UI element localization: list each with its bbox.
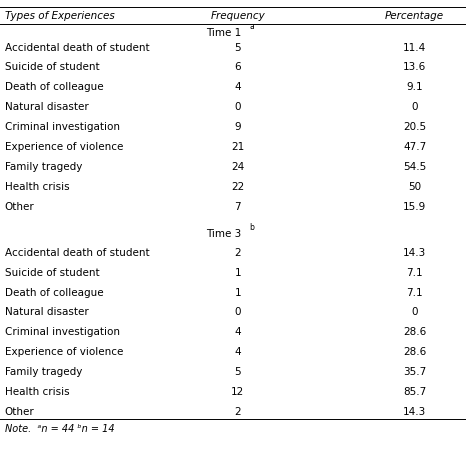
Text: 7.1: 7.1 xyxy=(406,288,423,298)
Text: Death of colleague: Death of colleague xyxy=(5,82,103,92)
Text: Criminal investigation: Criminal investigation xyxy=(5,328,120,337)
Text: 2: 2 xyxy=(234,248,241,258)
Text: Percentage: Percentage xyxy=(385,11,444,21)
Text: 1: 1 xyxy=(234,288,241,298)
Text: Natural disaster: Natural disaster xyxy=(5,102,89,112)
Text: 0: 0 xyxy=(234,102,241,112)
Text: Frequency: Frequency xyxy=(210,11,265,21)
Text: 28.6: 28.6 xyxy=(403,347,426,357)
Text: Note.  ᵃn = 44 ᵇn = 14: Note. ᵃn = 44 ᵇn = 14 xyxy=(5,424,114,434)
Text: 7.1: 7.1 xyxy=(406,268,423,278)
Text: 5: 5 xyxy=(234,43,241,53)
Text: 21: 21 xyxy=(231,142,244,152)
Text: 0: 0 xyxy=(411,102,418,112)
Text: Accidental death of student: Accidental death of student xyxy=(5,248,149,258)
Text: b: b xyxy=(249,223,254,232)
Text: Time 1: Time 1 xyxy=(206,28,241,38)
Text: 85.7: 85.7 xyxy=(403,387,426,397)
Text: a: a xyxy=(249,22,254,31)
Text: Other: Other xyxy=(5,202,34,212)
Text: 20.5: 20.5 xyxy=(403,122,426,132)
Text: 13.6: 13.6 xyxy=(403,63,426,72)
Text: Natural disaster: Natural disaster xyxy=(5,308,89,318)
Text: 0: 0 xyxy=(411,308,418,318)
Text: Family tragedy: Family tragedy xyxy=(5,367,82,377)
Text: Other: Other xyxy=(5,407,34,417)
Text: Death of colleague: Death of colleague xyxy=(5,288,103,298)
Text: 4: 4 xyxy=(234,82,241,92)
Text: 14.3: 14.3 xyxy=(403,407,426,417)
Text: 28.6: 28.6 xyxy=(403,328,426,337)
Text: 1: 1 xyxy=(234,268,241,278)
Text: 0: 0 xyxy=(234,308,241,318)
Text: 11.4: 11.4 xyxy=(403,43,426,53)
Text: Types of Experiences: Types of Experiences xyxy=(5,11,115,21)
Text: 35.7: 35.7 xyxy=(403,367,426,377)
Text: 4: 4 xyxy=(234,347,241,357)
Text: 12: 12 xyxy=(231,387,244,397)
Text: Accidental death of student: Accidental death of student xyxy=(5,43,149,53)
Text: 9.1: 9.1 xyxy=(406,82,423,92)
Text: 2: 2 xyxy=(234,407,241,417)
Text: 15.9: 15.9 xyxy=(403,202,426,212)
Text: 6: 6 xyxy=(234,63,241,72)
Text: Time 3: Time 3 xyxy=(206,229,241,239)
Text: Suicide of student: Suicide of student xyxy=(5,63,99,72)
Text: 50: 50 xyxy=(408,182,421,192)
Text: 7: 7 xyxy=(234,202,241,212)
Text: 14.3: 14.3 xyxy=(403,248,426,258)
Text: 47.7: 47.7 xyxy=(403,142,426,152)
Text: 9: 9 xyxy=(234,122,241,132)
Text: 5: 5 xyxy=(234,367,241,377)
Text: Experience of violence: Experience of violence xyxy=(5,347,123,357)
Text: 22: 22 xyxy=(231,182,244,192)
Text: Health crisis: Health crisis xyxy=(5,182,69,192)
Text: Health crisis: Health crisis xyxy=(5,387,69,397)
Text: Criminal investigation: Criminal investigation xyxy=(5,122,120,132)
Text: Experience of violence: Experience of violence xyxy=(5,142,123,152)
Text: Family tragedy: Family tragedy xyxy=(5,162,82,172)
Text: 4: 4 xyxy=(234,328,241,337)
Text: 54.5: 54.5 xyxy=(403,162,426,172)
Text: 24: 24 xyxy=(231,162,244,172)
Text: Suicide of student: Suicide of student xyxy=(5,268,99,278)
